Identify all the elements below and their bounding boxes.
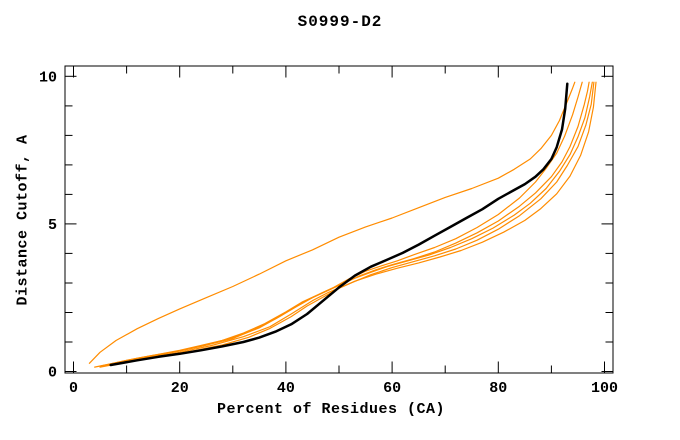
x-tick-label: 100 [591, 380, 618, 397]
curve-orange-3 [99, 81, 590, 367]
x-tick-label: 40 [277, 380, 295, 397]
curve-orange-1 [88, 81, 576, 364]
plot-frame [64, 65, 614, 374]
chart-title: S0999-D2 [297, 13, 383, 31]
x-tick-label: 0 [69, 380, 78, 397]
x-tick-label: 60 [383, 380, 401, 397]
curve-black [109, 82, 569, 367]
curve-orange-6 [99, 81, 597, 368]
curve-orange-2 [94, 81, 583, 368]
y-tick-label: 5 [48, 217, 57, 234]
x-tick-label: 80 [489, 380, 507, 397]
y-tick-label: 0 [48, 365, 57, 382]
y-tick-label: 10 [39, 69, 57, 86]
curve-orange-4 [104, 81, 593, 367]
curve-orange-5 [110, 81, 595, 366]
x-axis-label: Percent of Residues (CA) [216, 401, 446, 418]
x-tick-label: 20 [171, 380, 189, 397]
y-axis-label: Distance Cutoff, A [14, 134, 32, 306]
